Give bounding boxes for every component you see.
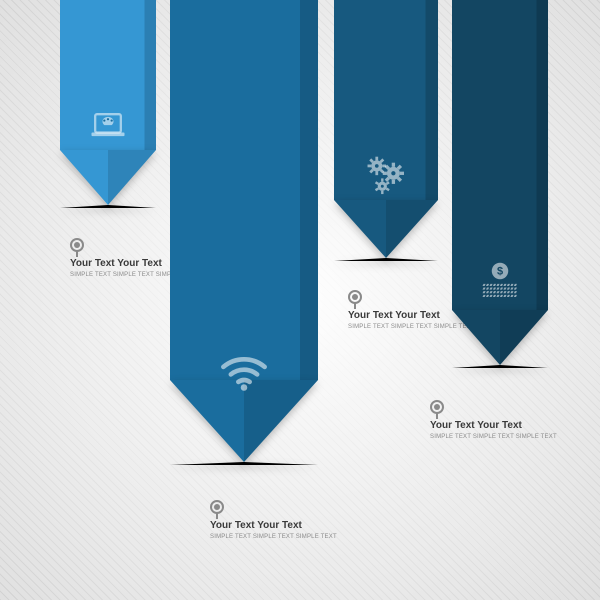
arrow-4: $: [452, 0, 548, 368]
arrow-2-subtitle: SIMPLE TEXT SIMPLE TEXT SIMPLE TEXT: [210, 534, 410, 540]
arrow-2-label: Your Text Your Text SIMPLE TEXT SIMPLE TE…: [210, 500, 410, 540]
arrow-3: [334, 0, 438, 261]
arrow-2-shaft: [170, 0, 318, 380]
map-pin-icon: [70, 238, 84, 252]
arrow-2: [170, 0, 318, 465]
arrow-4-tip-shade: [500, 310, 548, 365]
dollar-stack-icon: $: [478, 260, 522, 309]
infographic-canvas: Your Text Your Text SIMPLE TEXT SIMPLE TE…: [0, 0, 600, 600]
arrow-1: [60, 0, 156, 208]
map-pin-icon: [348, 290, 362, 304]
laptop-brain-icon: [86, 105, 130, 154]
arrow-1-tip-shade: [108, 150, 156, 205]
arrow-2-title: Your Text Your Text: [210, 520, 410, 531]
gears-icon: [362, 153, 410, 206]
wifi-icon: [214, 335, 274, 400]
arrow-4-label: Your Text Your Text SIMPLE TEXT SIMPLE TE…: [430, 400, 600, 440]
arrow-3-tip-shade: [386, 200, 438, 258]
arrow-4-title: Your Text Your Text: [430, 420, 600, 431]
map-pin-icon: [210, 500, 224, 514]
map-pin-icon: [430, 400, 444, 414]
svg-text:$: $: [497, 266, 503, 278]
arrow-4-subtitle: SIMPLE TEXT SIMPLE TEXT SIMPLE TEXT: [430, 434, 600, 440]
